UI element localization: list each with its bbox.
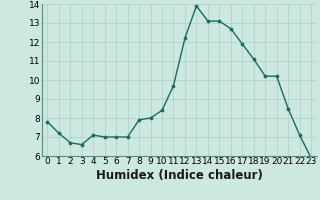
- X-axis label: Humidex (Indice chaleur): Humidex (Indice chaleur): [96, 169, 263, 182]
